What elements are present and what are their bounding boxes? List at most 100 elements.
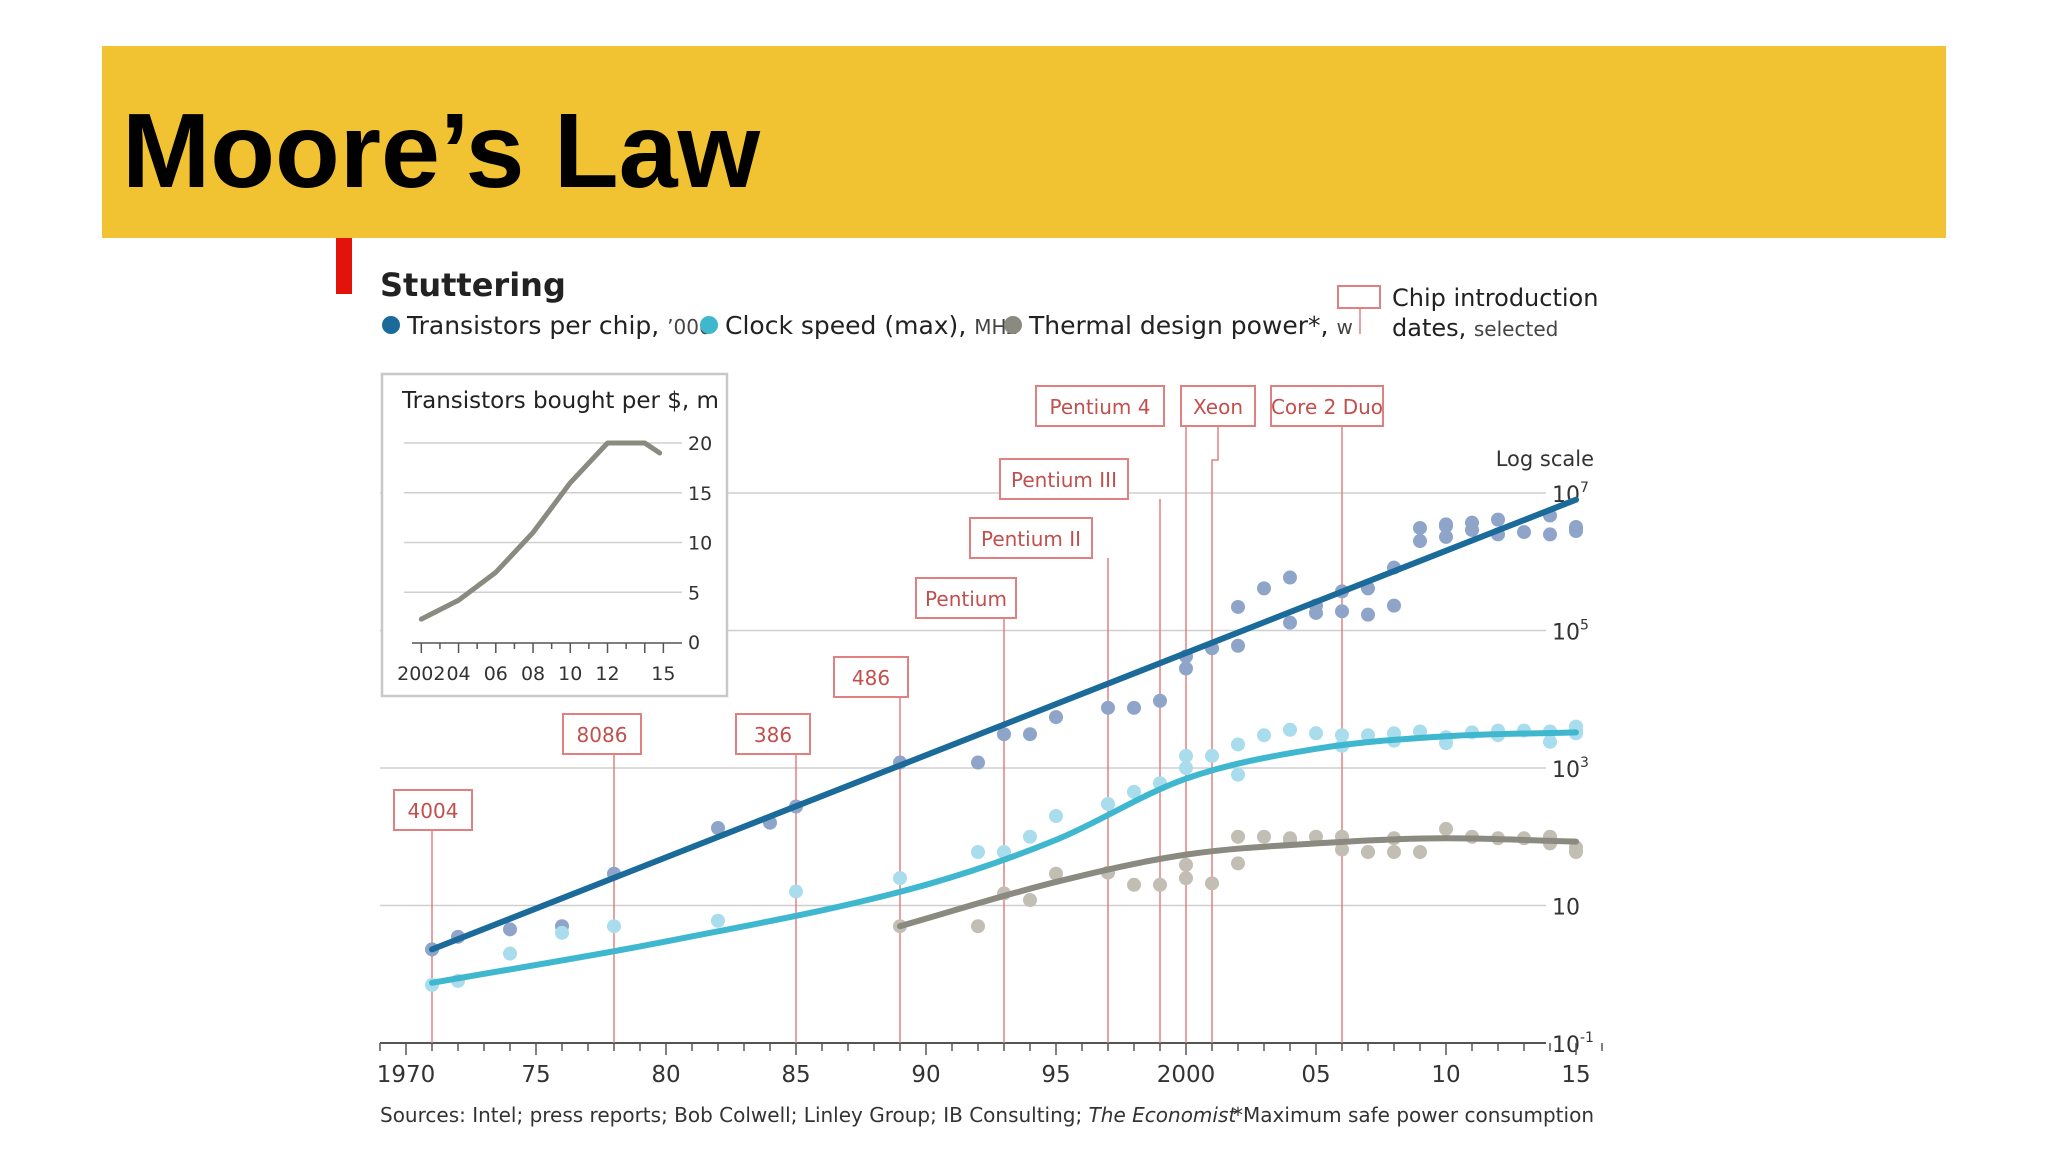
data-point [1127,784,1141,799]
inset-series-line [418,440,663,622]
data-point [1257,581,1271,596]
chip-marker: Pentium 4 [1035,385,1187,1043]
y-tick-label: 103 [1552,755,1589,783]
data-point [1387,845,1401,860]
data-point [1413,520,1427,535]
x-tick-label: 90 [911,1062,940,1088]
chip-marker: 4004 [393,789,473,1043]
data-point [1231,599,1245,614]
data-point [971,919,985,934]
data-point [503,922,517,937]
data-point [1205,748,1219,763]
data-point [1517,525,1531,540]
y-tick-exponent: 7 [1580,480,1589,496]
chip-marker-box [735,713,811,755]
trend-lines [429,496,1579,986]
legend-swatch [1004,316,1022,334]
source-publication: The Economist [1089,1103,1238,1127]
trend-line [429,729,1579,986]
chip-marker-label: 4004 [408,799,459,823]
y-tick-exponent: -1 [1580,1030,1594,1046]
chip-marker-label: Pentium [925,587,1007,611]
chip-marker: Xeon [1180,385,1256,1043]
data-point [1179,871,1193,886]
y-tick-exponent: 5 [1580,618,1589,634]
log-scale-note: Log scale [1496,447,1594,471]
legend-label: Clock speed (max), MHz [725,311,1017,340]
data-point [1335,842,1349,857]
data-point [1439,517,1453,532]
data-point [711,913,725,928]
chip-marker: 8086 [562,713,642,1043]
data-point [503,946,517,961]
x-tick-label: 10 [1431,1062,1460,1088]
inset-title: Transistors bought per $, m [401,388,719,414]
data-point [1283,615,1297,630]
chip-marker-box [915,577,1017,619]
figure-heading: Stuttering [380,266,566,304]
data-point [1179,761,1193,775]
chip-marker-box [969,517,1093,559]
legend-swatch [700,316,718,334]
data-point [1465,522,1479,537]
legend-swatch [382,316,400,334]
inset-chart: Transistors bought per $, m 0 5 10 15 20 2002… [380,372,729,698]
inset-y-tick-label: 20 [688,433,712,455]
data-point [1543,527,1557,542]
trend-line [429,496,1579,953]
chip-legend-line2-light: selected [1474,317,1558,341]
accent-bar [336,238,352,294]
chip-marker-label: Pentium III [1011,468,1117,492]
inset-x-tick-label: 2002 [397,663,445,685]
chip-marker: Pentium III [999,458,1161,1043]
y-tick-base: 10 [1552,621,1580,646]
data-point [1153,877,1167,892]
data-point [1231,829,1245,844]
y-tick-exponent: 3 [1580,755,1589,771]
legend-label-unit: w [1336,315,1352,339]
inset-y-tick-label: 5 [688,582,700,604]
data-point [555,925,569,940]
y-tick-label: 10 [1552,896,1580,921]
x-tick-label: 2000 [1157,1062,1216,1088]
inset-x-tick-label: 08 [521,663,545,685]
data-point [1543,734,1557,749]
chip-marker-box [833,656,909,698]
slide-title: Moore’s Law [122,92,761,210]
data-point [971,845,985,860]
chip-marker-box [1270,385,1384,427]
chip-marker: Pentium II [969,517,1109,1043]
data-point [1361,607,1375,622]
data-point [1153,693,1167,708]
data-point [1127,877,1141,892]
data-point [997,727,1011,742]
data-point [1205,876,1219,891]
chip-marker-box [393,789,473,831]
chip-marker-label: Pentium 4 [1050,395,1151,419]
inset-x-tick-label: 12 [595,663,619,685]
data-point [1387,598,1401,613]
inset-x-tick-label: 06 [484,663,508,685]
data-point [1101,796,1115,811]
data-points [425,508,1583,992]
x-axis: 1970 75 80 85 90 95 2000 05 10 15 [377,1043,1603,1088]
chip-marker-label: Core 2 Duo [1271,395,1383,419]
chip-marker-box [1180,385,1256,427]
series-legend: Transistors per chip, ’000 Clock speed (m… [382,311,1353,340]
data-point [1569,520,1583,535]
data-point [711,821,725,836]
data-point [1283,722,1297,737]
chip-marker: Core 2 Duo [1270,385,1384,1043]
chip-marker-label: Pentium II [981,527,1081,551]
data-point [1439,529,1453,544]
chip-marker-box [999,458,1129,500]
data-point [1023,893,1037,908]
data-point [1023,727,1037,742]
data-point [1231,737,1245,752]
data-point [1361,728,1375,743]
chip-marker: 486 [833,656,909,1043]
data-point [1257,829,1271,844]
chip-marker: Pentium [915,577,1017,1043]
